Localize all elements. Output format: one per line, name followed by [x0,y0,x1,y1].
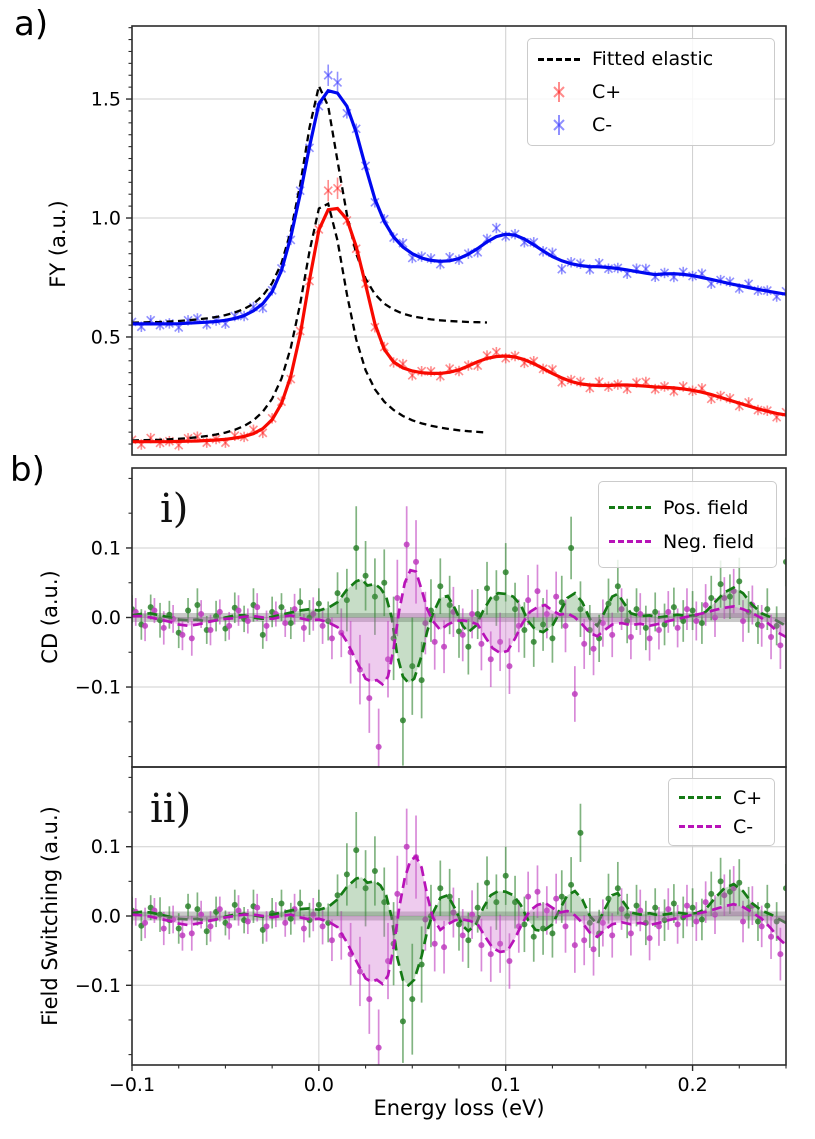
dashed-line-icon [679,796,721,799]
x-tick-label: 0.1 [491,1074,521,1096]
panel-i-data [132,506,786,767]
y-tick-label: 0.1 [91,836,121,858]
panel-a-label: a) [14,4,49,44]
x-axis-label: Energy loss (eV) [373,1096,545,1120]
y-tick-label: 0.0 [91,607,121,629]
legend-panel-ii: C+ C- [668,778,775,846]
dashed-line-icon [609,506,651,509]
panel-b-label: b) [10,450,45,490]
y-tick-label: 0.1 [91,537,121,559]
y-tick-label: 0.0 [91,906,121,928]
legend-entry: C+ [679,783,764,812]
y-tick-label: 1.5 [91,89,121,111]
legend-entry: C- [538,108,764,141]
panel-ii-data [132,803,786,1065]
subpanel-ii-label: ii) [150,786,192,832]
legend-label: C+ [592,81,622,103]
errorbar-x-marker-icon [553,114,565,135]
subpanel-i-label: i) [160,486,189,532]
legend-label: Pos. field [663,496,749,519]
legend-entry: Neg. field [609,525,766,559]
legend-entry: C+ [538,76,764,109]
legend-entry: C- [679,812,764,841]
legend-label: C+ [733,786,763,809]
y-tick-label: −0.1 [75,975,121,997]
legend-panel-i: Pos. field Neg. field [598,481,777,568]
y-axis-label-fy: FY (a.u.) [46,200,70,288]
legend-panel-a: Fitted elastic C+ C- [527,38,775,146]
y-tick-label: 1.0 [91,208,121,230]
x-tick-label: 0.0 [304,1074,334,1096]
dashed-line-icon [679,825,721,828]
y-axis-label-field-switching: Field Switching (a.u.) [38,806,62,1026]
legend-label: C- [733,815,754,838]
y-axis-label-cd: CD (a.u.) [38,570,62,664]
y-tick-label: −0.1 [75,677,121,699]
dashed-line-icon [538,57,580,61]
legend-label: Neg. field [663,530,755,553]
legend-entry: Fitted elastic [538,43,764,76]
y-tick-label: 0.5 [91,326,121,348]
legend-label: C- [592,113,613,136]
dashed-line-icon [609,540,651,543]
legend-entry: Pos. field [609,491,766,525]
x-tick-label: −0.1 [109,1074,155,1096]
legend-label: Fitted elastic [592,48,714,71]
panel-a-data [132,64,786,451]
errorbar-x-marker-icon [553,82,565,102]
x-tick-label: 0.2 [677,1074,707,1096]
